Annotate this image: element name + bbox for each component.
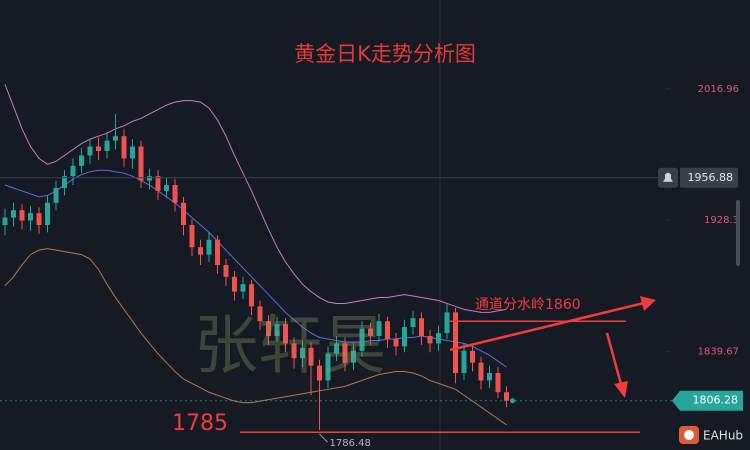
candle-body — [300, 347, 305, 359]
current-price-dot — [510, 398, 515, 404]
y-tick-label: 2016.96 — [698, 84, 739, 95]
candle-body — [419, 318, 424, 337]
current-price-label: 1806.28 — [693, 394, 739, 407]
candle-body — [376, 321, 382, 337]
candle-body — [172, 185, 178, 203]
watershed-label: 通道分水岭1860 — [475, 297, 581, 313]
arrow-head — [640, 296, 656, 311]
candle-body — [223, 264, 229, 277]
candle-body — [436, 333, 441, 344]
candle-body — [240, 284, 246, 292]
candle-body — [79, 155, 84, 166]
candle-body — [325, 353, 331, 381]
candle-body — [266, 321, 271, 337]
price-line-box — [680, 167, 738, 188]
candle-body — [189, 225, 195, 248]
bell-icon — [663, 172, 673, 182]
candle-body — [2, 217, 8, 225]
candle-body — [96, 146, 101, 151]
band-line — [4, 84, 507, 313]
candle-body — [402, 327, 407, 347]
candle-body — [198, 247, 203, 255]
chart-title: 黄金日K走势分析图 — [294, 42, 476, 66]
candle-body — [28, 213, 33, 221]
candle-body — [62, 176, 67, 188]
arrow — [605, 332, 624, 389]
low-label: 1786.48 — [330, 438, 371, 449]
candle-body — [104, 140, 110, 151]
candle-body — [308, 347, 314, 366]
candle-body — [487, 373, 492, 381]
candle-body — [359, 328, 365, 351]
y-tick-label: 1928.3 — [704, 215, 739, 226]
candle-body — [427, 336, 433, 344]
candle-body — [283, 324, 288, 344]
candle-body — [215, 239, 220, 265]
candle-body — [147, 176, 152, 181]
candle-body — [334, 343, 339, 354]
candle-body — [461, 350, 467, 374]
candle-body — [164, 185, 169, 191]
candle-body — [232, 276, 237, 292]
candle-body — [444, 312, 450, 334]
candle-body — [495, 373, 501, 393]
plot — [2, 84, 670, 431]
arrow-head — [614, 381, 628, 398]
candle-body — [181, 202, 186, 225]
candle-body — [385, 321, 390, 339]
candle-body — [113, 136, 118, 141]
candle-body — [19, 210, 25, 221]
band-line — [4, 169, 507, 368]
band-line — [4, 248, 507, 426]
candle-body — [155, 176, 161, 191]
support-label: 1785 — [172, 411, 228, 436]
candle-body — [504, 392, 509, 401]
candle-body — [36, 213, 42, 225]
candle-body — [53, 187, 59, 203]
brand-logo: EAHub — [679, 426, 743, 444]
candle-body — [274, 324, 280, 337]
candle-body — [257, 306, 263, 322]
arrow — [449, 300, 649, 352]
annotations: 2016.96 1928.3 1839.67 1956.88 1806.28 1786.4… — [0, 84, 743, 449]
y-tick-label: 1839.67 — [698, 346, 739, 357]
candle-body — [410, 318, 416, 328]
candle-body — [478, 362, 484, 381]
candle-body — [138, 146, 144, 181]
candle-body — [45, 202, 50, 225]
candle-body — [206, 239, 212, 255]
candle-body — [317, 365, 322, 381]
candle-body — [470, 350, 475, 363]
candle-body — [11, 210, 16, 218]
candle-body — [342, 343, 348, 363]
candle-body — [351, 350, 356, 363]
candle-body — [291, 343, 297, 359]
candle-body — [249, 284, 254, 307]
candle-body — [130, 146, 135, 159]
candle-body — [393, 338, 399, 347]
current-price-box — [672, 390, 743, 411]
brand: EAHub — [703, 429, 743, 443]
logo-face — [684, 430, 694, 440]
watermark: 张轩昊 — [194, 310, 386, 384]
candle-body — [453, 312, 458, 374]
candle-body — [121, 136, 127, 159]
price-line-label: 1956.88 — [688, 171, 734, 184]
candle-body — [368, 328, 373, 337]
low-pointer — [319, 433, 328, 443]
candle-body — [70, 165, 76, 177]
candle-body — [87, 146, 93, 156]
scrollbar[interactable] — [736, 200, 740, 266]
